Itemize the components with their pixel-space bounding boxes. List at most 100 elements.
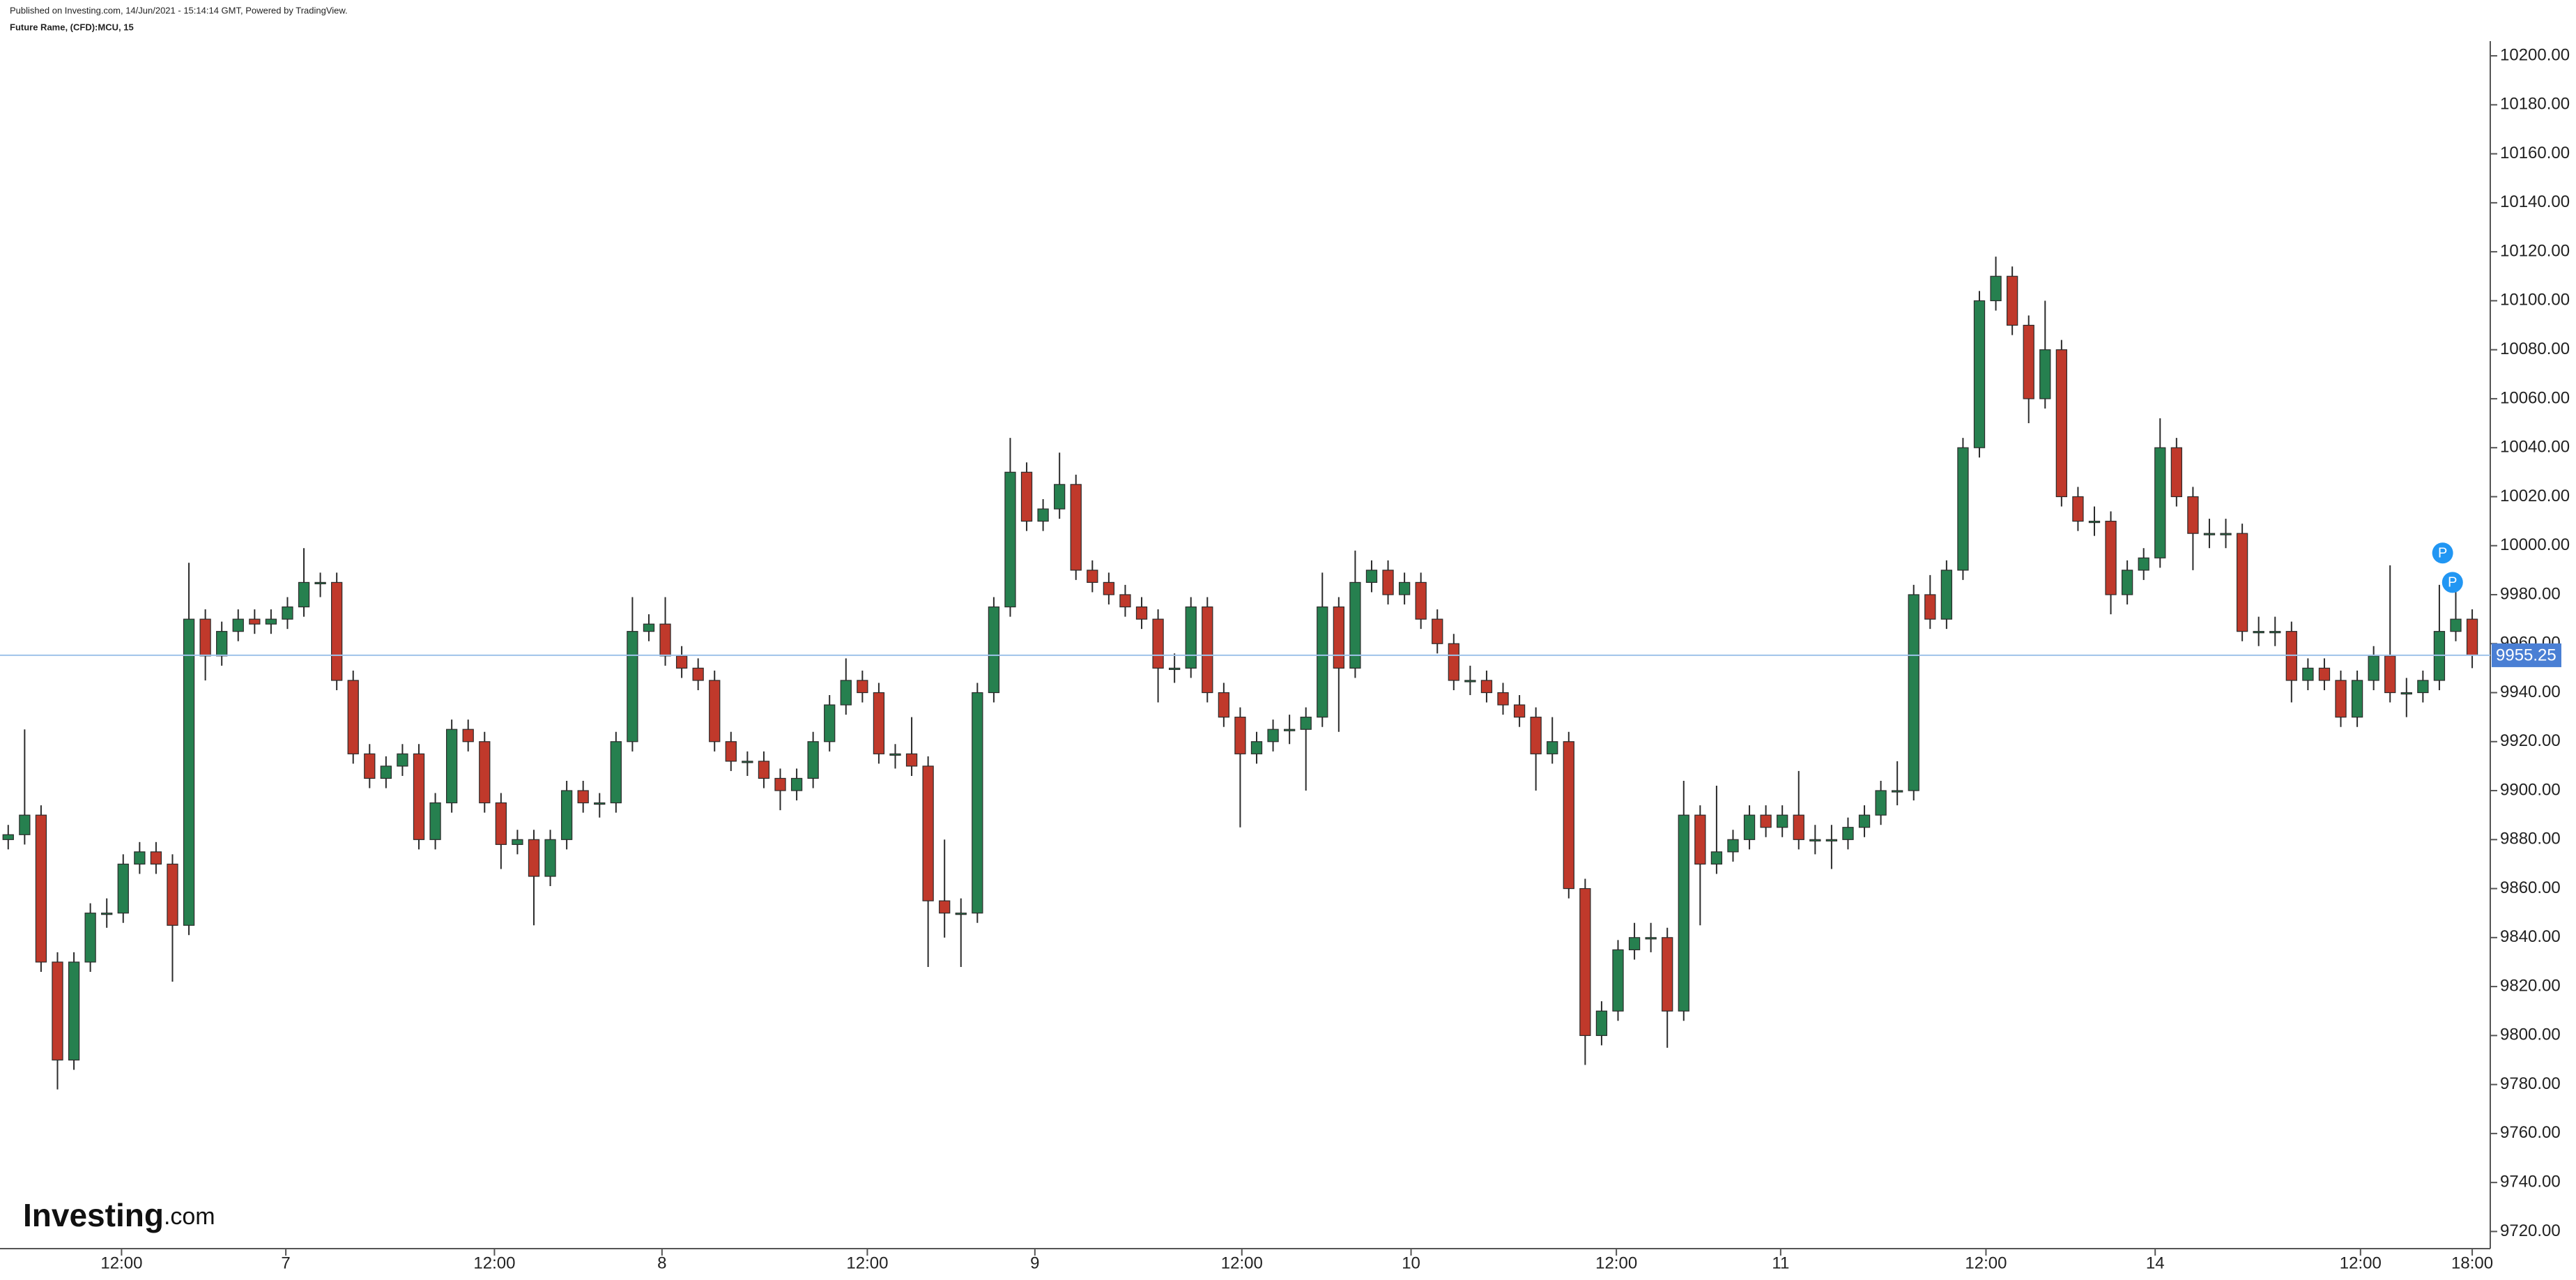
candle-body xyxy=(1990,275,2002,301)
y-tick-label: 10160.00 xyxy=(2500,144,2570,162)
candle-body xyxy=(183,618,195,926)
candle-body xyxy=(1119,594,1131,608)
candle-body xyxy=(2023,324,2034,399)
last-price-label: 9955.25 xyxy=(2496,646,2556,664)
candle-body xyxy=(2138,557,2149,571)
x-tick-label: 12:00 xyxy=(1965,1254,2007,1272)
candle-body xyxy=(1563,741,1574,890)
candle-body xyxy=(331,581,343,681)
candle-body xyxy=(2105,520,2117,595)
candle-body xyxy=(1349,581,1361,669)
candle-body xyxy=(462,729,474,742)
y-tick-label: 10040.00 xyxy=(2500,438,2570,457)
candle-body xyxy=(2417,680,2429,694)
candle-body xyxy=(479,741,491,804)
candle-body xyxy=(117,863,129,914)
candle-body xyxy=(1579,887,1591,1036)
candle-body xyxy=(824,704,836,742)
x-tick-label: 11 xyxy=(1772,1254,1789,1272)
candle-body xyxy=(397,753,408,767)
candle-body xyxy=(512,839,523,845)
candle-body xyxy=(1612,949,1624,1012)
candle-body xyxy=(2007,275,2018,326)
x-tick-label: 8 xyxy=(657,1254,666,1272)
candle-body xyxy=(2055,349,2068,498)
candle-body xyxy=(2072,496,2084,522)
candle-body xyxy=(1382,570,1394,595)
candle-body xyxy=(84,913,96,963)
y-tick-label: 9920.00 xyxy=(2500,731,2561,750)
candle-body xyxy=(1497,692,1509,706)
y-tick-label: 10120.00 xyxy=(2500,241,2570,260)
y-tick-label: 10080.00 xyxy=(2500,340,2570,358)
candle-body xyxy=(2121,570,2133,595)
candle-body xyxy=(167,863,178,926)
candle-body xyxy=(988,606,1000,694)
candle-body xyxy=(2400,692,2412,695)
candle-body xyxy=(840,680,852,706)
x-tick-label: 12:00 xyxy=(846,1254,888,1272)
logo-suffix: .com xyxy=(164,1203,215,1230)
candle-body xyxy=(19,814,31,835)
candle-body xyxy=(1135,606,1148,620)
candle-body xyxy=(2088,520,2101,524)
candle-body xyxy=(199,618,211,657)
candle-body xyxy=(1645,937,1657,940)
candle-body xyxy=(1892,790,1903,793)
candle-body xyxy=(2302,667,2314,681)
candle-body xyxy=(2154,447,2166,558)
candle-body xyxy=(1924,594,1936,620)
candle-body xyxy=(265,618,277,625)
candle-body xyxy=(232,618,244,632)
candle-body xyxy=(922,765,934,901)
candle-body xyxy=(692,667,704,681)
candle-body xyxy=(1250,741,1263,754)
candle-body xyxy=(659,623,671,657)
candle-body xyxy=(445,729,458,804)
y-tick-label: 9900.00 xyxy=(2500,780,2561,799)
candle-body xyxy=(1218,692,1230,718)
candle-body xyxy=(2236,533,2248,632)
y-tick-label: 10000.00 xyxy=(2500,535,2570,554)
candle-body xyxy=(742,761,753,763)
x-tick-label: 14 xyxy=(2146,1254,2165,1272)
candle-body xyxy=(1480,680,1493,694)
candle-body xyxy=(2170,447,2182,498)
y-tick-label: 9740.00 xyxy=(2500,1172,2561,1191)
candle-body xyxy=(1777,814,1788,828)
candle-body xyxy=(2039,349,2051,399)
candle-body xyxy=(2466,618,2478,656)
candle-body xyxy=(1464,680,1476,683)
candle-body xyxy=(1300,717,1312,730)
candle-body xyxy=(2335,680,2347,718)
x-tick-label: 12:00 xyxy=(473,1254,515,1272)
candle-body xyxy=(35,814,47,963)
candle-body xyxy=(758,761,770,779)
candle-body xyxy=(1398,581,1411,595)
candle-body xyxy=(101,913,113,915)
candle-body xyxy=(2450,618,2462,632)
y-tick-label: 9940.00 xyxy=(2500,683,2561,701)
candle-body xyxy=(1957,447,1969,571)
y-tick-label: 9720.00 xyxy=(2500,1221,2561,1240)
candle-body xyxy=(1595,1010,1608,1036)
candle-body xyxy=(972,692,983,914)
candle-body xyxy=(528,839,540,877)
candle-body xyxy=(298,581,310,608)
y-tick-label: 9840.00 xyxy=(2500,927,2561,946)
candle-body xyxy=(1513,704,1526,718)
candle-body xyxy=(364,753,376,779)
y-tick-label: 10140.00 xyxy=(2500,192,2570,211)
candle-body xyxy=(1727,839,1739,853)
y-tick-label: 10180.00 xyxy=(2500,95,2570,114)
candle-body xyxy=(1547,741,1558,754)
candle-body xyxy=(413,753,425,840)
candle-body xyxy=(314,581,326,585)
y-tick-label: 9820.00 xyxy=(2500,976,2561,995)
candle-body xyxy=(2269,631,2281,634)
candle-body xyxy=(905,753,918,767)
candle-body xyxy=(1103,581,1115,595)
candle-body xyxy=(1858,814,1871,828)
